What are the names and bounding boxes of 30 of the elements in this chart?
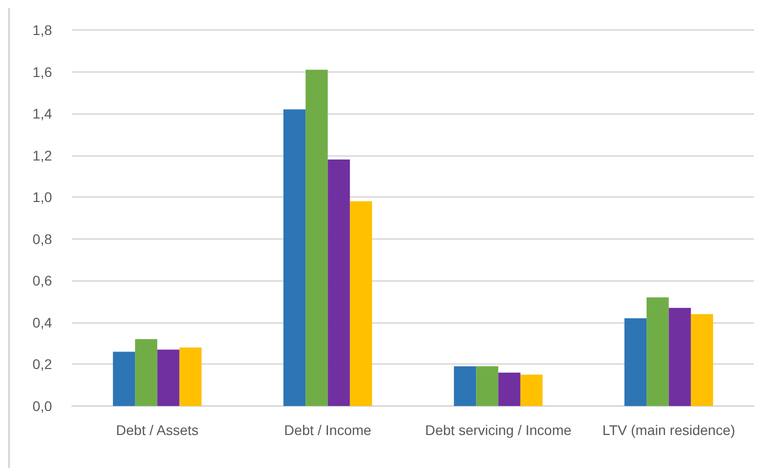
bar	[476, 366, 498, 406]
bar	[306, 70, 328, 406]
y-tick-label: 0,2	[32, 356, 52, 372]
bar	[179, 348, 202, 406]
bar	[157, 350, 180, 406]
bar	[668, 308, 691, 406]
x-tick-label: Debt / Income	[284, 422, 372, 438]
x-tick-label: Debt servicing / Income	[425, 422, 572, 438]
bar	[283, 109, 306, 406]
y-tick-label: 0,6	[32, 272, 52, 289]
bar	[520, 374, 543, 406]
bar	[112, 352, 136, 406]
bar	[454, 366, 476, 406]
x-tick-label: Debt / Assets	[116, 422, 198, 438]
bar	[690, 314, 714, 406]
y-tick-label: 0,4	[32, 314, 52, 330]
bar	[328, 160, 350, 406]
bar	[498, 372, 520, 406]
bar	[135, 339, 158, 406]
bar	[624, 318, 647, 406]
x-tick-label: LTV (main residence)	[602, 422, 736, 438]
y-tick-label: 1,0	[32, 189, 52, 206]
y-tick-label: 1,6	[32, 64, 52, 80]
bar	[350, 201, 372, 406]
bar	[646, 297, 669, 406]
y-tick-label: 0,0	[32, 398, 52, 414]
y-tick-label: 1,8	[32, 22, 52, 38]
y-tick-label: 0,8	[32, 230, 52, 247]
y-tick-label: 1,4	[32, 106, 52, 122]
y-tick-label: 1,2	[32, 147, 52, 164]
